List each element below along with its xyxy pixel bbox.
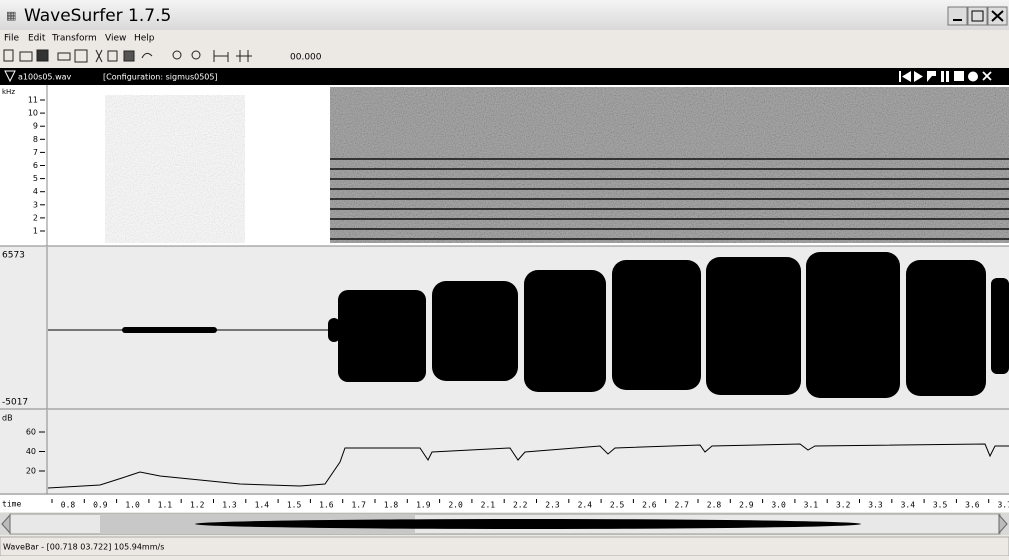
save-icon[interactable] — [37, 50, 48, 61]
time-tick-label: 1.0 — [125, 501, 140, 510]
time-tick-label: 2.0 — [448, 501, 463, 510]
waveform-segment — [524, 270, 606, 392]
window-buttons[interactable] — [948, 7, 1007, 25]
time-tick-label: 2.8 — [707, 501, 722, 510]
stop-button[interactable] — [954, 71, 964, 81]
time-tick-label: 1.3 — [222, 501, 237, 510]
app-icon: ▦ — [6, 9, 16, 22]
power-pane — [0, 410, 1009, 494]
time-tick-label: 2.7 — [674, 501, 689, 510]
properties-icon[interactable] — [75, 50, 87, 62]
time-tick-label: 3.6 — [965, 501, 980, 510]
time-tick-label: 1.4 — [255, 501, 270, 510]
spectrogram-tick-label: 4 — [33, 187, 38, 196]
menu-item[interactable]: View — [105, 34, 126, 44]
spectrogram-unit: kHz — [2, 88, 15, 96]
window-title: WaveSurfer 1.7.5 — [24, 6, 171, 26]
time-tick-label: 0.8 — [61, 501, 76, 510]
record-button[interactable] — [968, 72, 978, 82]
spectrogram-tick-label: 11 — [28, 96, 38, 105]
spectrogram-noise — [105, 95, 245, 243]
power-unit: dB — [2, 414, 13, 423]
time-tick-label: 2.1 — [481, 501, 496, 510]
power-tick-label: 40 — [26, 447, 36, 456]
time-tick-label: 2.6 — [642, 501, 657, 510]
toolbar — [4, 50, 252, 62]
page: ▦ WaveSurfer 1.7.5 File Edit Transform View… — [0, 0, 1009, 556]
spectrogram-tick-label: 5 — [33, 174, 38, 183]
time-tick-label: 2.4 — [578, 501, 593, 510]
time-tick-label: 2.2 — [513, 501, 528, 510]
time-tick-label: 0.9 — [93, 501, 108, 510]
spectrogram-tick-label: 2 — [33, 213, 38, 222]
paste-icon[interactable] — [124, 51, 134, 61]
spectrogram-harmonics — [330, 150, 1009, 242]
print-icon[interactable] — [58, 53, 70, 60]
time-tick-label: 3.0 — [771, 501, 786, 510]
zoom-fit-icon[interactable] — [214, 50, 228, 62]
time-axis-label: time — [2, 500, 21, 509]
waveform-burst — [122, 327, 217, 333]
menu-item[interactable]: Transform — [51, 34, 97, 44]
waveform-segment — [991, 278, 1009, 374]
status-text: WaveBar - [00.718 03.722] 105.94mm/s — [3, 543, 164, 552]
spectrogram-tick-label: 9 — [33, 122, 38, 131]
time-tick-label: 3.2 — [836, 501, 851, 510]
waveform-segment — [432, 281, 518, 381]
zoom-in-icon[interactable] — [173, 51, 181, 59]
time-tick-label: 1.9 — [416, 501, 431, 510]
maximize-button[interactable] — [968, 7, 987, 25]
copy-icon[interactable] — [108, 51, 117, 61]
undo-icon[interactable] — [142, 53, 152, 58]
spectrogram-tick-label: 1 — [33, 227, 38, 236]
waveform-segment — [906, 260, 986, 396]
wavebar-waveform — [195, 519, 861, 529]
menu-item[interactable]: Help — [134, 34, 155, 44]
time-tick-label: 2.9 — [739, 501, 754, 510]
waveform-segment — [706, 257, 801, 395]
zoom-selection-icon[interactable] — [236, 50, 252, 62]
time-tick-label: 3.7 — [997, 501, 1009, 510]
time-tick-label: 1.7 — [351, 501, 366, 510]
cut-icon[interactable] — [96, 50, 102, 62]
waveform-segment — [612, 260, 701, 390]
menu-item[interactable]: File — [4, 34, 20, 44]
time-tick-label: 1.2 — [190, 501, 205, 510]
minimize-button[interactable] — [948, 7, 967, 25]
time-tick-label: 3.5 — [933, 501, 948, 510]
power-tick-label: 60 — [26, 428, 36, 437]
waveform-segment — [806, 252, 900, 398]
wavesurfer-window: ▦ WaveSurfer 1.7.5 File Edit Transform View… — [0, 0, 1009, 556]
spectrogram-tick-label: 3 — [33, 200, 38, 209]
power-tick-label: 20 — [26, 467, 36, 476]
time-tick-label: 3.1 — [804, 501, 819, 510]
waveform-min: -5017 — [2, 398, 28, 408]
menu-bar: File Edit Transform View Help — [4, 34, 155, 44]
sound-file: a100s05.wav — [18, 73, 72, 82]
spectrogram-tick-label: 7 — [33, 148, 38, 157]
open-icon[interactable] — [20, 52, 32, 61]
waveform-segment — [338, 290, 426, 382]
time-tick-label: 1.6 — [319, 501, 334, 510]
time-tick-label: 2.3 — [545, 501, 560, 510]
spectrogram-tick-label: 6 — [33, 161, 38, 170]
sound-configuration: [Configuration: sigmus0505] — [103, 73, 218, 82]
time-tick-label: 1.5 — [287, 501, 302, 510]
new-icon[interactable] — [4, 50, 13, 61]
time-tick-label: 1.8 — [384, 501, 399, 510]
time-tick-label: 3.3 — [868, 501, 883, 510]
time-tick-label: 2.5 — [610, 501, 625, 510]
zoom-out-icon[interactable] — [192, 51, 200, 59]
time-tick-label: 3.4 — [901, 501, 916, 510]
menu-item[interactable]: Edit — [28, 34, 46, 44]
time-axis — [0, 495, 1009, 512]
toolbar-time: 00.000 — [290, 53, 322, 63]
spectrogram-tick-label: 10 — [28, 109, 38, 118]
time-tick-label: 1.1 — [158, 501, 173, 510]
waveform-max: 6573 — [2, 251, 25, 261]
spectrogram-tick-label: 8 — [33, 135, 38, 144]
